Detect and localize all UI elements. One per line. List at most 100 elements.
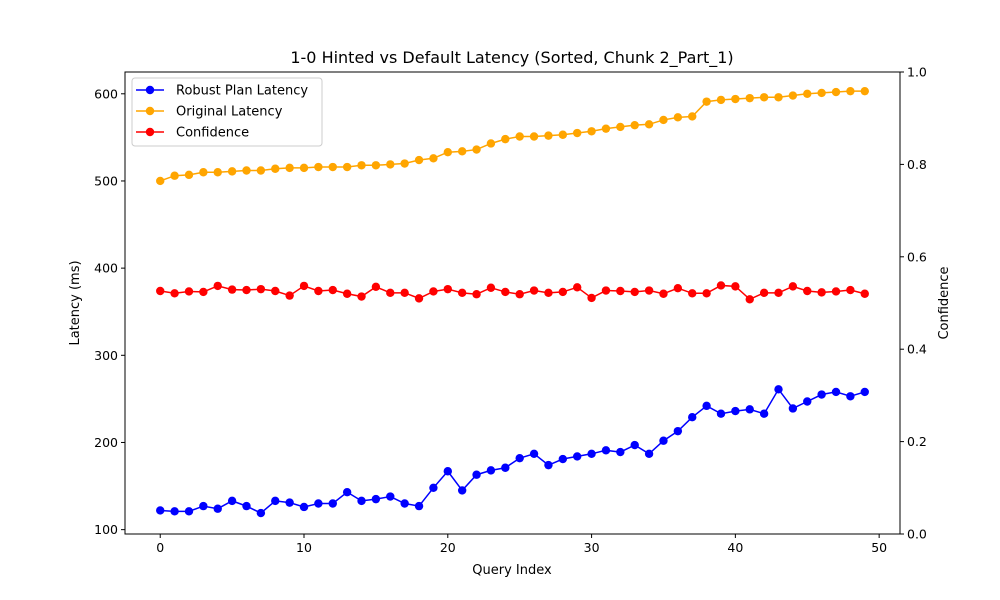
data-point-original-latency [774, 93, 783, 102]
data-point-confidence [472, 290, 481, 299]
data-point-original-latency [414, 155, 424, 165]
data-point-original-latency [443, 147, 452, 157]
data-point-original-latency [328, 162, 337, 172]
data-point-confidence [702, 289, 711, 298]
data-point-confidence [414, 294, 424, 303]
data-point-confidence [156, 286, 165, 296]
data-point-robust-plan-latency [630, 440, 639, 450]
legend-item: Robust Plan Latency [136, 84, 308, 99]
data-point-original-latency [544, 131, 553, 140]
y-axis-label: Latency (ms) [68, 260, 83, 345]
legend-item: Confidence [136, 126, 249, 141]
data-point-confidence [860, 289, 869, 298]
data-point-robust-plan-latency [184, 507, 194, 516]
data-point-robust-plan-latency [573, 452, 582, 461]
data-point-original-latency [357, 161, 366, 170]
data-point-original-latency [788, 91, 798, 100]
data-point-original-latency [299, 163, 309, 173]
data-point-original-latency [558, 130, 568, 139]
data-point-original-latency [716, 95, 726, 105]
data-point-original-latency [630, 120, 639, 130]
legend-label: Confidence [176, 126, 249, 141]
data-point-original-latency [688, 112, 697, 121]
data-point-original-latency [199, 168, 208, 177]
data-point-robust-plan-latency [558, 454, 568, 464]
data-point-confidence [587, 293, 596, 303]
data-point-robust-plan-latency [314, 499, 323, 508]
data-point-robust-plan-latency [299, 502, 309, 512]
data-point-robust-plan-latency [860, 387, 869, 397]
data-point-robust-plan-latency [443, 467, 452, 476]
data-point-original-latency [616, 122, 625, 132]
data-point-robust-plan-latency [457, 486, 467, 495]
y-axis-left: 100 200 300 400 500 600 [94, 86, 125, 537]
data-point-confidence [371, 282, 381, 292]
data-point-original-latency [285, 163, 294, 173]
data-point-confidence [573, 283, 582, 292]
y-tick-label: 100 [94, 522, 118, 537]
y-axis-right: 0.0 0.2 0.4 0.6 0.8 1.0 [900, 65, 927, 542]
data-point-original-latency [429, 154, 438, 163]
data-point-original-latency [587, 127, 596, 136]
y-tick-label: 500 [94, 173, 118, 188]
data-point-confidence [357, 292, 366, 301]
data-point-original-latency [659, 115, 668, 125]
data-point-confidence [601, 286, 611, 295]
data-point-original-latency [271, 164, 280, 173]
series-layer [156, 86, 869, 518]
data-point-robust-plan-latency [242, 501, 251, 511]
data-point-robust-plan-latency [227, 496, 237, 506]
data-point-confidence [242, 285, 251, 295]
data-point-original-latency [227, 167, 237, 176]
data-point-robust-plan-latency [759, 409, 769, 418]
data-point-robust-plan-latency [213, 504, 222, 513]
data-point-confidence [774, 288, 783, 298]
data-point-confidence [616, 286, 625, 296]
data-point-confidence [299, 281, 309, 291]
data-point-confidence [831, 287, 841, 296]
data-point-original-latency [745, 93, 754, 103]
data-point-original-latency [400, 159, 409, 168]
data-point-original-latency [817, 88, 826, 98]
data-point-confidence [271, 286, 280, 296]
data-point-robust-plan-latency [501, 463, 510, 472]
data-point-confidence [227, 285, 237, 294]
data-point-confidence [170, 289, 179, 298]
data-point-confidence [716, 281, 726, 290]
data-point-confidence [457, 288, 467, 298]
data-point-robust-plan-latency [803, 397, 812, 406]
data-point-confidence [256, 284, 266, 294]
data-point-robust-plan-latency [688, 412, 697, 422]
x-axis-label: Query Index [472, 563, 552, 578]
data-point-original-latency [860, 86, 869, 96]
data-point-confidence [544, 288, 553, 298]
data-point-original-latency [256, 166, 266, 175]
x-tick-label: 10 [296, 540, 312, 555]
data-point-robust-plan-latency [515, 453, 524, 463]
x-tick-label: 40 [727, 540, 743, 555]
data-point-confidence [788, 282, 798, 291]
legend-item: Original Latency [136, 105, 283, 120]
chart-title: 1-0 Hinted vs Default Latency (Sorted, C… [290, 48, 733, 68]
data-point-confidence [314, 286, 323, 296]
data-point-robust-plan-latency [285, 498, 294, 507]
data-point-confidence [328, 285, 337, 295]
data-point-robust-plan-latency [271, 496, 280, 506]
series-original-latency [156, 86, 869, 186]
data-point-original-latency [342, 162, 352, 172]
data-point-confidence [486, 283, 496, 292]
data-point-robust-plan-latency [472, 470, 481, 479]
data-point-robust-plan-latency [731, 406, 740, 416]
data-point-robust-plan-latency [371, 494, 381, 504]
data-point-robust-plan-latency [745, 405, 754, 414]
data-point-robust-plan-latency [414, 501, 424, 511]
data-point-robust-plan-latency [616, 447, 625, 457]
data-point-confidence [342, 289, 352, 298]
data-point-original-latency [831, 87, 841, 97]
data-point-original-latency [515, 132, 524, 141]
data-point-confidence [745, 295, 754, 304]
data-point-confidence [673, 284, 683, 293]
data-point-robust-plan-latency [529, 449, 539, 459]
data-point-confidence [529, 286, 539, 295]
legend-box [131, 77, 323, 147]
